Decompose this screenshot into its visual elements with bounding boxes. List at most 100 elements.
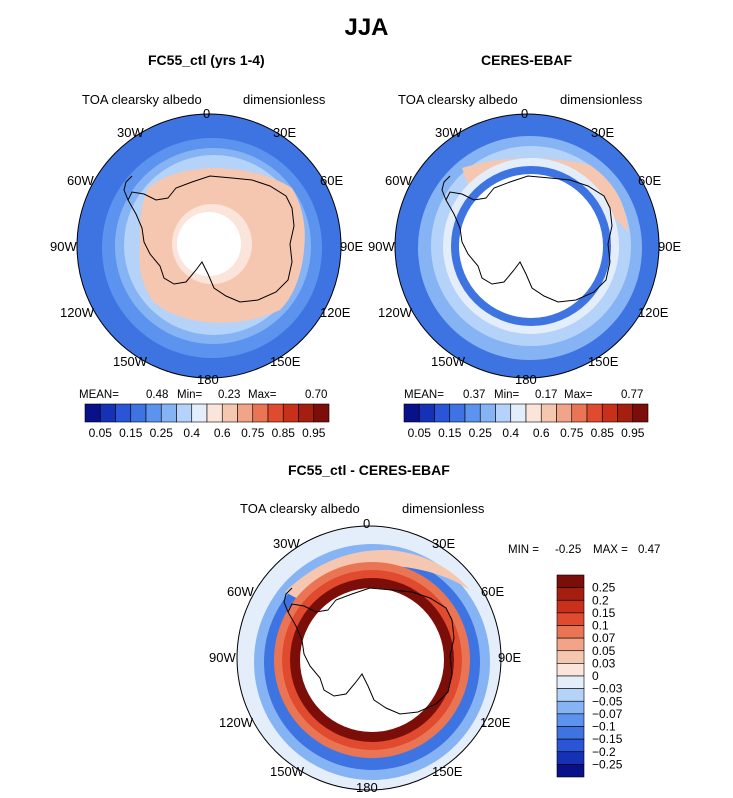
left-colorbar-swatch bbox=[206, 403, 223, 423]
diff-panel-title: FC55_ctl - CERES-EBAF bbox=[288, 462, 450, 478]
right-colorbar-swatch bbox=[449, 403, 466, 423]
left-colorbar-tick-label: 0.4 bbox=[183, 426, 200, 440]
right-colorbar-swatch bbox=[495, 403, 512, 423]
diff-max-label: MAX = bbox=[593, 544, 628, 556]
diff-lon-30e-label: 30E bbox=[432, 536, 456, 551]
right-colorbar-swatch bbox=[525, 403, 542, 423]
diff-colorbar-tick-label: 0.07 bbox=[592, 631, 616, 645]
diff-colorbar-tick-label: −0.25 bbox=[592, 757, 623, 771]
left-variable-label: TOA clearsky albedo bbox=[82, 92, 202, 107]
main-title: JJA bbox=[344, 14, 389, 41]
diff-colorbar-swatch bbox=[556, 700, 585, 715]
diff-min-label: MIN = bbox=[508, 544, 539, 556]
diff-colorbar-tick-label: 0 bbox=[592, 669, 599, 683]
right-lon-30e-label: 30E bbox=[591, 125, 615, 140]
right-colorbar-swatch bbox=[418, 403, 435, 423]
diff-colorbar-swatch bbox=[556, 726, 585, 740]
diff-colorbar-swatch bbox=[556, 574, 585, 588]
diff-colorbar-tick-label: −0.15 bbox=[592, 732, 623, 746]
diff-map-boundary bbox=[236, 525, 502, 791]
left-colorbar-tick-label: 0.05 bbox=[89, 426, 113, 440]
diff-lon-30w-label: 30W bbox=[273, 536, 300, 551]
diff-colorbar-tick-label: 0.25 bbox=[592, 581, 616, 595]
left-colorbar: 0.05 0.15 0.25 0.4 0.6 0.75 0.85 0.95 bbox=[84, 403, 330, 440]
right-antarctica-coastline bbox=[445, 175, 613, 303]
right-colorbar: 0.05 0.15 0.25 0.4 0.6 0.75 0.85 0.95 bbox=[403, 403, 649, 440]
diff-colorbar-swatch bbox=[556, 599, 585, 614]
right-max-label: Max= bbox=[564, 389, 593, 401]
left-colorbar-swatch bbox=[115, 403, 132, 423]
right-colorbar-swatch bbox=[571, 403, 588, 423]
left-colorbar-swatch bbox=[237, 403, 254, 423]
right-colorbar-tick-label: 0.6 bbox=[533, 426, 550, 440]
left-colorbar-swatch bbox=[267, 403, 284, 423]
right-colorbar-swatch bbox=[556, 403, 573, 423]
right-min-value: 0.17 bbox=[535, 389, 558, 401]
diff-colorbar: 0.250.20.150.10.070.050.030−0.03−0.05−0.… bbox=[556, 574, 623, 778]
left-lon-150w-label: 150W bbox=[113, 354, 147, 369]
diff-min-value: -0.25 bbox=[555, 544, 582, 556]
right-colorbar-swatch bbox=[479, 403, 496, 423]
left-polar-map bbox=[77, 114, 341, 378]
diff-colorbar-swatch bbox=[556, 675, 585, 689]
left-colorbar-tick-label: 0.85 bbox=[272, 426, 296, 440]
diff-colorbar-tick-label: 0.05 bbox=[592, 644, 616, 658]
left-max-label: Max= bbox=[248, 389, 277, 401]
right-colorbar-tick-label: 0.85 bbox=[591, 426, 615, 440]
right-colorbar-swatch bbox=[510, 403, 527, 423]
right-lon-0-label: 0 bbox=[521, 106, 529, 121]
diff-lon-120w-label: 120W bbox=[219, 715, 253, 730]
right-colorbar-tick-label: 0.4 bbox=[502, 426, 519, 440]
diff-lon-60e-label: 60E bbox=[481, 584, 505, 599]
diff-lon-150e-label: 150E bbox=[432, 764, 463, 779]
diff-colorbar-swatch bbox=[556, 764, 585, 778]
right-lon-60e-label: 60E bbox=[638, 173, 662, 188]
left-colorbar-swatch bbox=[313, 403, 330, 423]
right-mean-value: 0.37 bbox=[463, 389, 486, 401]
left-units-label: dimensionless bbox=[243, 92, 326, 107]
diff-colorbar-swatch bbox=[556, 612, 585, 626]
diff-colorbar-swatch bbox=[556, 650, 585, 664]
diff-colorbar-swatch bbox=[556, 637, 585, 652]
left-lon-90w-label: 90W bbox=[50, 239, 77, 254]
left-colorbar-swatch bbox=[221, 403, 238, 423]
right-variable-label: TOA clearsky albedo bbox=[398, 92, 518, 107]
right-max-value: 0.77 bbox=[621, 389, 644, 401]
right-colorbar-tick-label: 0.95 bbox=[621, 426, 645, 440]
diff-colorbar-tick-label: 0.03 bbox=[592, 656, 616, 670]
right-polar-map bbox=[395, 114, 659, 378]
left-colorbar-swatch bbox=[176, 403, 193, 423]
left-lon-60e-label: 60E bbox=[320, 173, 344, 188]
right-lon-90w-label: 90W bbox=[368, 239, 395, 254]
diff-lon-180-label: 180 bbox=[356, 780, 378, 795]
left-lon-0-label: 0 bbox=[203, 106, 211, 121]
right-colorbar-tick-label: 0.15 bbox=[438, 426, 462, 440]
diff-colorbar-tick-label: −0.03 bbox=[592, 682, 623, 696]
left-lon-120w-label: 120W bbox=[60, 305, 94, 320]
diff-colorbar-swatch bbox=[556, 751, 585, 765]
diff-colorbar-tick-label: 0.2 bbox=[592, 593, 609, 607]
left-colorbar-swatch bbox=[252, 403, 269, 423]
left-colorbar-swatch bbox=[298, 403, 315, 423]
left-min-label: Min= bbox=[177, 389, 203, 401]
diff-colorbar-swatch bbox=[556, 663, 585, 677]
diff-outer-positive-band bbox=[285, 549, 470, 600]
left-lon-60w-label: 60W bbox=[67, 173, 94, 188]
right-lon-30w-label: 30W bbox=[435, 125, 462, 140]
left-colorbar-tick-label: 0.75 bbox=[241, 426, 265, 440]
diff-colorbar-swatch bbox=[556, 688, 585, 702]
left-max-value: 0.70 bbox=[305, 389, 328, 401]
left-colorbar-tick-label: 0.15 bbox=[119, 426, 143, 440]
right-colorbar-swatch bbox=[434, 403, 451, 423]
right-colorbar-swatch bbox=[586, 403, 603, 423]
right-colorbar-swatch bbox=[403, 403, 420, 423]
right-colorbar-tick-label: 0.25 bbox=[469, 426, 493, 440]
left-colorbar-tick-label: 0.25 bbox=[150, 426, 174, 440]
diff-lon-0-label: 0 bbox=[363, 516, 371, 531]
diff-max-value: 0.47 bbox=[638, 544, 661, 556]
left-colorbar-tick-label: 0.6 bbox=[214, 426, 231, 440]
diff-colorbar-tick-label: −0.1 bbox=[592, 720, 616, 734]
right-colorbar-swatch bbox=[464, 403, 481, 423]
left-mean-value: 0.48 bbox=[146, 389, 169, 401]
